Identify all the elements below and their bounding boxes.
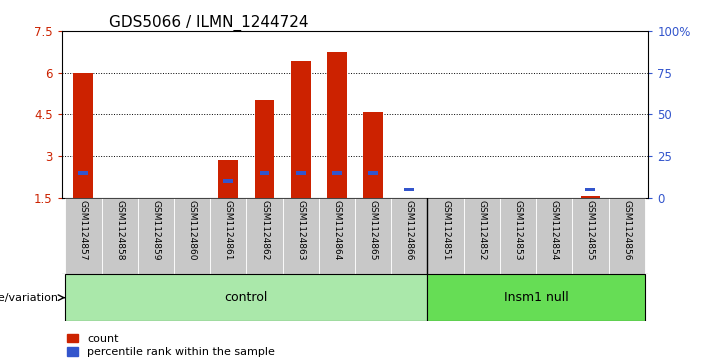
Text: GSM1124852: GSM1124852	[477, 200, 486, 261]
Text: GSM1124854: GSM1124854	[550, 200, 559, 261]
Bar	[332, 171, 342, 175]
Bar	[404, 188, 414, 191]
Bar	[428, 274, 645, 321]
Text: GSM1124861: GSM1124861	[224, 200, 233, 261]
Text: GSM1124863: GSM1124863	[297, 200, 305, 261]
Text: genotype/variation: genotype/variation	[0, 293, 58, 303]
Text: GSM1124857: GSM1124857	[79, 200, 88, 261]
Text: GSM1124859: GSM1124859	[151, 200, 161, 261]
Text: GSM1124865: GSM1124865	[369, 200, 378, 261]
Text: GDS5066 / ILMN_1244724: GDS5066 / ILMN_1244724	[109, 15, 308, 31]
Text: GSM1124855: GSM1124855	[586, 200, 595, 261]
Bar	[368, 171, 378, 175]
Bar	[355, 198, 391, 274]
Bar	[536, 198, 573, 274]
Bar	[247, 198, 283, 274]
Bar	[296, 171, 306, 175]
Text: GSM1124856: GSM1124856	[622, 200, 631, 261]
Bar	[254, 101, 275, 198]
Bar	[608, 198, 645, 274]
Bar	[224, 179, 233, 183]
Bar	[585, 188, 595, 191]
Bar	[319, 198, 355, 274]
Bar	[210, 198, 247, 274]
Text: GSM1124858: GSM1124858	[115, 200, 124, 261]
Bar	[573, 198, 608, 274]
Text: GSM1124862: GSM1124862	[260, 200, 269, 261]
Bar	[218, 160, 238, 198]
Text: control: control	[225, 291, 268, 304]
Bar	[391, 198, 428, 274]
Bar	[291, 61, 311, 198]
Bar	[500, 198, 536, 274]
Bar	[174, 198, 210, 274]
Bar	[363, 111, 383, 198]
Bar	[580, 196, 601, 198]
Text: GSM1124864: GSM1124864	[332, 200, 341, 261]
Bar	[283, 198, 319, 274]
Bar	[464, 198, 500, 274]
Legend: count, percentile rank within the sample: count, percentile rank within the sample	[67, 334, 275, 358]
Bar	[428, 198, 464, 274]
Bar	[102, 198, 137, 274]
Text: Insm1 null: Insm1 null	[504, 291, 569, 304]
Bar	[138, 198, 174, 274]
Bar	[259, 171, 269, 175]
Bar	[74, 73, 93, 198]
Text: GSM1124851: GSM1124851	[441, 200, 450, 261]
Text: GSM1124853: GSM1124853	[514, 200, 522, 261]
Text: GSM1124860: GSM1124860	[188, 200, 196, 261]
Bar	[65, 274, 428, 321]
Text: GSM1124866: GSM1124866	[405, 200, 414, 261]
Bar	[79, 171, 88, 175]
Bar	[65, 198, 102, 274]
Bar	[327, 52, 347, 198]
